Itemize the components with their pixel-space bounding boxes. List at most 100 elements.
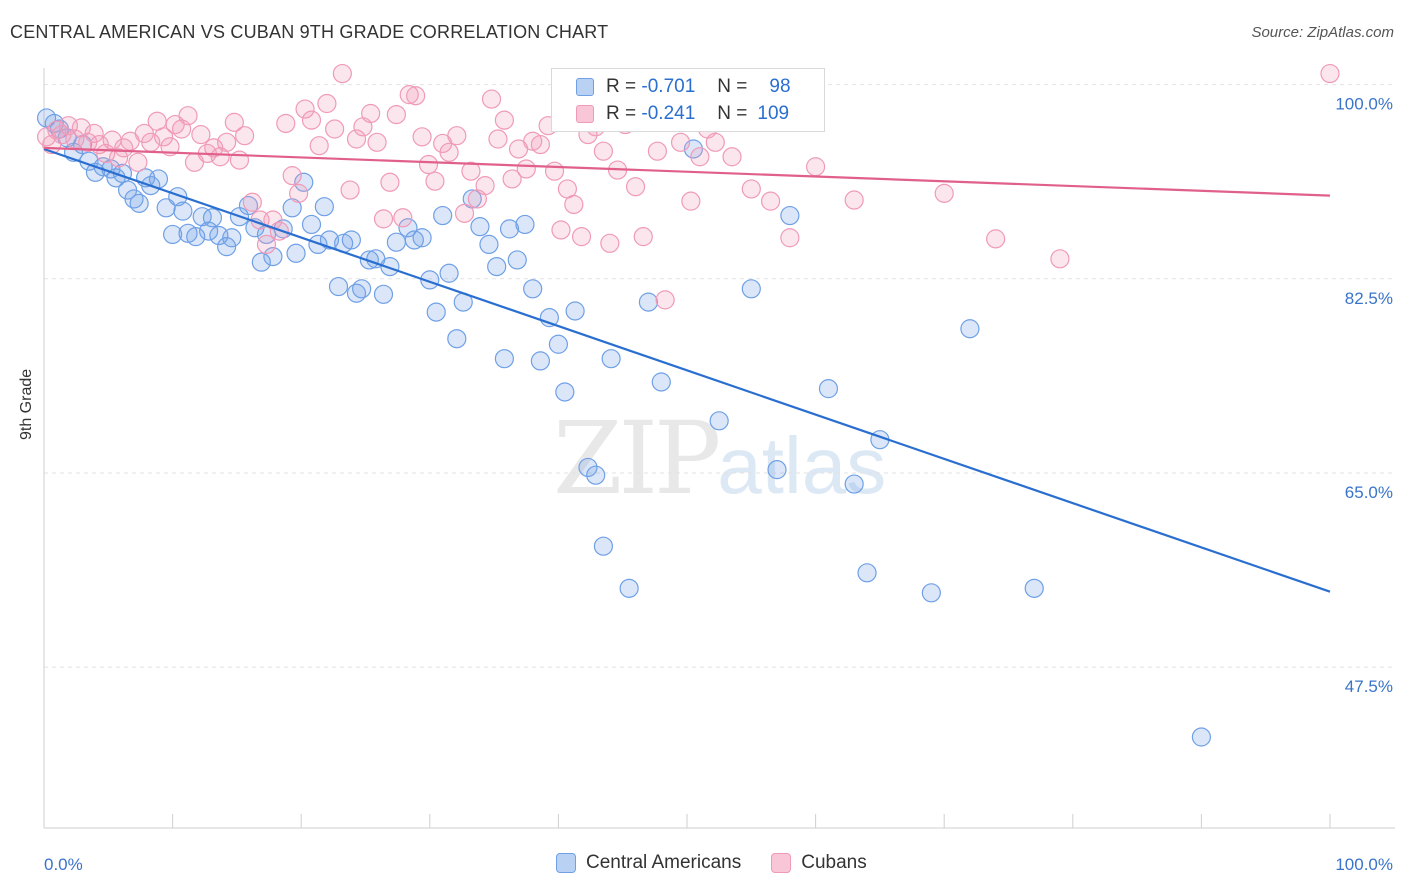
data-point	[600, 233, 620, 253]
data-point	[960, 319, 980, 339]
data-point	[276, 113, 296, 134]
data-point	[341, 230, 361, 250]
data-point	[857, 563, 877, 583]
data-point	[235, 126, 255, 146]
data-point	[551, 220, 571, 240]
data-point	[447, 329, 467, 349]
data-point	[780, 228, 800, 248]
data-point	[263, 210, 283, 230]
data-point	[433, 205, 453, 226]
data-point	[593, 536, 614, 556]
data-point	[386, 104, 406, 125]
data-point	[544, 161, 565, 181]
data-point	[282, 166, 302, 186]
data-point	[499, 219, 520, 239]
data-point	[507, 250, 527, 270]
data-point	[380, 172, 400, 192]
data-point	[346, 129, 367, 149]
data-point	[934, 183, 954, 203]
trend-line-central-americans	[43, 147, 1331, 593]
data-point	[404, 230, 424, 250]
data-point	[406, 86, 426, 106]
data-point	[690, 147, 710, 167]
bottom-legend-label-central-americans: Central Americans	[586, 852, 742, 873]
legend-r-label: R =	[606, 103, 637, 124]
data-point	[844, 190, 864, 210]
data-point	[224, 112, 244, 132]
legend-swatch-cubans	[576, 105, 594, 123]
bottom-legend-label-cubans: Cubans	[801, 852, 867, 873]
data-point	[565, 301, 585, 321]
data-point	[301, 110, 322, 130]
watermark-zip: ZIP	[553, 400, 721, 517]
data-point	[647, 141, 668, 161]
data-point	[986, 229, 1006, 249]
data-point	[651, 372, 671, 392]
data-point	[332, 63, 352, 84]
data-point	[625, 177, 646, 197]
legend-n-label: N =	[717, 76, 748, 97]
data-point	[705, 132, 725, 152]
data-point	[722, 147, 742, 167]
data-point	[309, 136, 329, 156]
data-point	[325, 119, 345, 139]
legend-n-value-cubans: 109	[757, 103, 790, 124]
data-point	[481, 89, 502, 109]
data-point	[502, 169, 522, 189]
data-point	[633, 227, 653, 247]
data-point	[426, 302, 446, 322]
legend-r-value-cubans: -0.241	[641, 103, 696, 124]
data-point	[289, 183, 309, 203]
data-point	[681, 191, 701, 211]
data-point	[454, 203, 475, 223]
data-point	[202, 208, 223, 228]
data-point	[439, 263, 459, 283]
bottom-legend-cubans: Cubans	[771, 852, 867, 874]
data-point	[844, 474, 864, 494]
data-point	[84, 123, 104, 144]
data-point	[286, 243, 306, 263]
data-point	[242, 192, 262, 212]
data-point	[217, 237, 237, 257]
data-point	[439, 142, 459, 162]
data-point	[191, 124, 211, 145]
data-point	[515, 214, 535, 235]
legend-row-central-americans: R = -0.701 N = 98	[576, 75, 791, 99]
data-point	[488, 129, 508, 149]
data-point	[670, 132, 691, 152]
data-point	[153, 127, 174, 147]
data-point	[301, 214, 322, 235]
y-tick-label: 65.0%	[1345, 483, 1393, 502]
data-point	[256, 234, 277, 255]
legend: R = -0.701 N = 98 R = -0.241 N = 109	[551, 68, 825, 132]
data-point	[921, 583, 941, 603]
data-point	[160, 137, 180, 157]
data-point	[367, 132, 387, 152]
data-point	[470, 217, 490, 237]
data-point	[319, 230, 340, 250]
data-point	[619, 578, 639, 598]
y-tick-label: 100.0%	[1335, 95, 1393, 114]
data-point	[564, 194, 584, 215]
data-point	[516, 159, 536, 179]
data-point	[818, 379, 839, 399]
data-point	[475, 176, 495, 196]
data-point	[295, 99, 315, 119]
data-point	[461, 161, 481, 181]
data-point	[317, 93, 337, 114]
data-point	[1050, 249, 1070, 269]
data-point	[548, 334, 569, 354]
data-point	[178, 106, 198, 126]
data-point	[494, 349, 514, 369]
legend-swatch-central-americans	[576, 78, 594, 96]
data-point	[380, 256, 400, 277]
data-point	[1320, 63, 1340, 84]
data-point	[263, 247, 283, 267]
data-point	[586, 465, 606, 485]
data-point	[709, 411, 729, 431]
data-point	[173, 201, 193, 221]
data-point	[386, 232, 406, 252]
data-point	[393, 208, 413, 228]
data-point	[1191, 727, 1212, 747]
